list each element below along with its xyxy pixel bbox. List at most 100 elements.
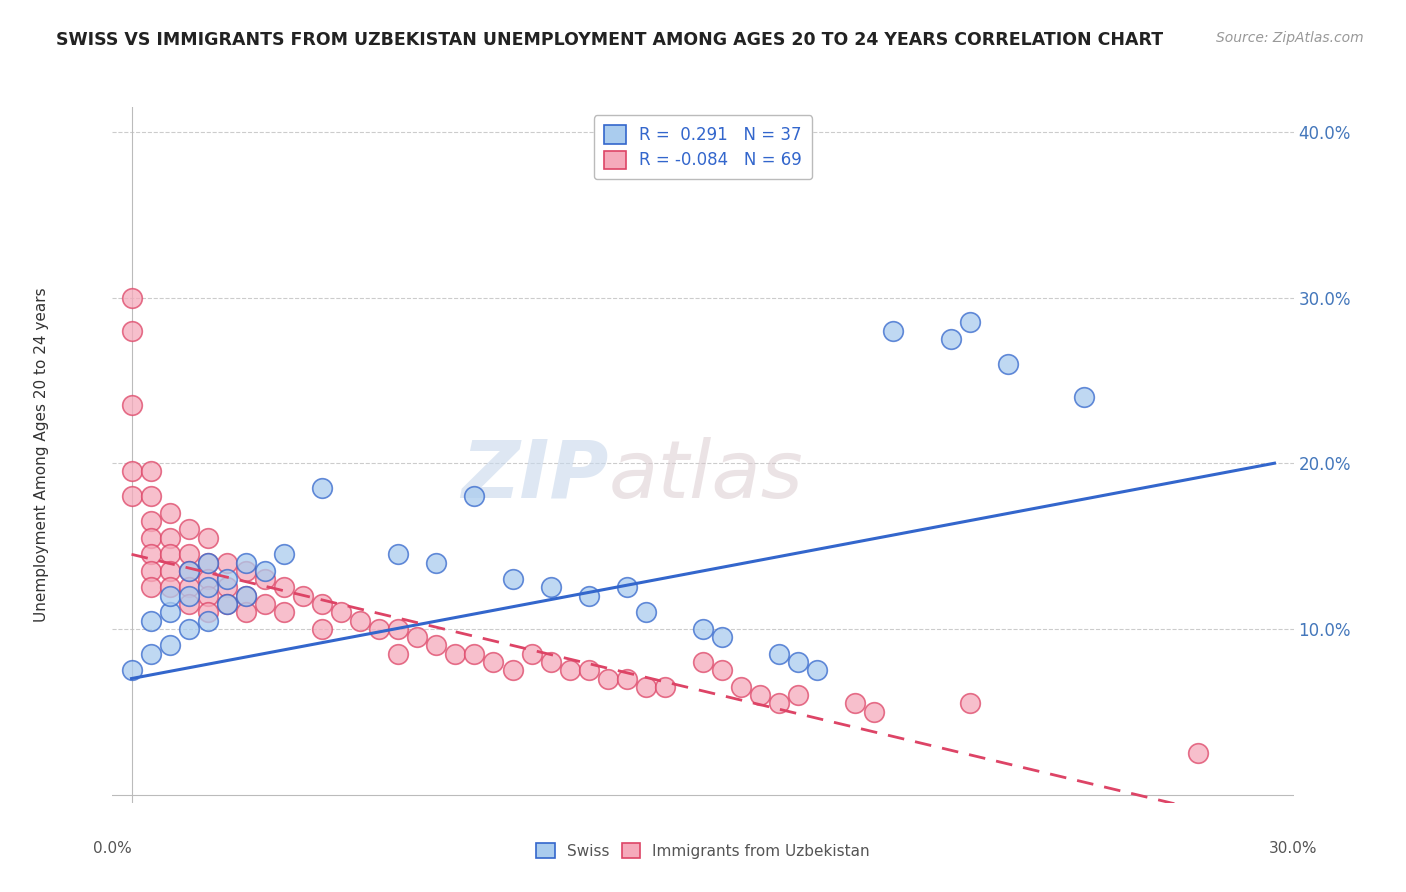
Point xyxy=(787,688,810,702)
Point xyxy=(177,547,200,561)
Text: SWISS VS IMMIGRANTS FROM UZBEKISTAN UNEMPLOYMENT AMONG AGES 20 TO 24 YEARS CORRE: SWISS VS IMMIGRANTS FROM UZBEKISTAN UNEM… xyxy=(56,31,1163,49)
Text: 30.0%: 30.0% xyxy=(1270,841,1317,856)
Point xyxy=(692,655,714,669)
Point xyxy=(215,556,238,570)
Point xyxy=(273,547,295,561)
Point xyxy=(463,647,485,661)
Point xyxy=(177,589,200,603)
Point xyxy=(768,697,790,711)
Point xyxy=(749,688,772,702)
Point xyxy=(121,291,143,305)
Point xyxy=(939,332,962,346)
Point xyxy=(215,581,238,595)
Point xyxy=(502,572,524,586)
Text: Source: ZipAtlas.com: Source: ZipAtlas.com xyxy=(1216,31,1364,45)
Text: ZIP: ZIP xyxy=(461,437,609,515)
Point xyxy=(197,614,219,628)
Point xyxy=(730,680,752,694)
Point xyxy=(406,630,429,644)
Point xyxy=(882,324,904,338)
Point xyxy=(482,655,505,669)
Point xyxy=(863,705,886,719)
Point xyxy=(787,655,810,669)
Point xyxy=(159,506,181,520)
Point xyxy=(444,647,467,661)
Point xyxy=(425,556,447,570)
Point xyxy=(235,589,257,603)
Point xyxy=(121,398,143,412)
Point xyxy=(177,581,200,595)
Point xyxy=(197,556,219,570)
Point xyxy=(139,581,162,595)
Point xyxy=(215,597,238,611)
Point xyxy=(1073,390,1095,404)
Point xyxy=(197,605,219,619)
Point xyxy=(634,605,657,619)
Point xyxy=(387,547,409,561)
Point xyxy=(387,647,409,661)
Point xyxy=(692,622,714,636)
Point xyxy=(215,572,238,586)
Point xyxy=(349,614,371,628)
Text: 0.0%: 0.0% xyxy=(93,841,132,856)
Point xyxy=(121,663,143,677)
Text: Unemployment Among Ages 20 to 24 years: Unemployment Among Ages 20 to 24 years xyxy=(34,287,49,623)
Point xyxy=(253,564,276,578)
Point xyxy=(654,680,676,694)
Point xyxy=(768,647,790,661)
Point xyxy=(578,589,600,603)
Point xyxy=(159,531,181,545)
Point xyxy=(997,357,1019,371)
Point xyxy=(121,465,143,479)
Point xyxy=(177,564,200,578)
Point xyxy=(215,597,238,611)
Point xyxy=(159,547,181,561)
Point xyxy=(159,589,181,603)
Point xyxy=(558,663,581,677)
Point xyxy=(806,663,828,677)
Point xyxy=(121,324,143,338)
Point xyxy=(311,481,333,495)
Point xyxy=(159,639,181,653)
Point xyxy=(502,663,524,677)
Point xyxy=(121,489,143,503)
Point xyxy=(273,581,295,595)
Point xyxy=(159,564,181,578)
Point xyxy=(139,531,162,545)
Point xyxy=(253,572,276,586)
Point xyxy=(197,572,219,586)
Point xyxy=(959,315,981,329)
Point xyxy=(177,597,200,611)
Point xyxy=(463,489,485,503)
Point xyxy=(387,622,409,636)
Legend: R =  0.291   N = 37, R = -0.084   N = 69: R = 0.291 N = 37, R = -0.084 N = 69 xyxy=(595,115,811,179)
Point xyxy=(177,523,200,537)
Point xyxy=(520,647,543,661)
Point xyxy=(197,556,219,570)
Point xyxy=(139,564,162,578)
Point xyxy=(139,614,162,628)
Point xyxy=(235,564,257,578)
Point xyxy=(177,564,200,578)
Point xyxy=(139,647,162,661)
Point xyxy=(311,622,333,636)
Point xyxy=(139,547,162,561)
Point xyxy=(578,663,600,677)
Point xyxy=(330,605,353,619)
Point xyxy=(139,489,162,503)
Point xyxy=(616,581,638,595)
Point xyxy=(1187,746,1209,760)
Point xyxy=(596,672,619,686)
Point xyxy=(616,672,638,686)
Point xyxy=(711,663,734,677)
Point xyxy=(634,680,657,694)
Point xyxy=(235,589,257,603)
Point xyxy=(959,697,981,711)
Point xyxy=(273,605,295,619)
Point xyxy=(197,531,219,545)
Point xyxy=(844,697,866,711)
Point xyxy=(197,581,219,595)
Text: atlas: atlas xyxy=(609,437,803,515)
Point xyxy=(540,655,562,669)
Point xyxy=(291,589,314,603)
